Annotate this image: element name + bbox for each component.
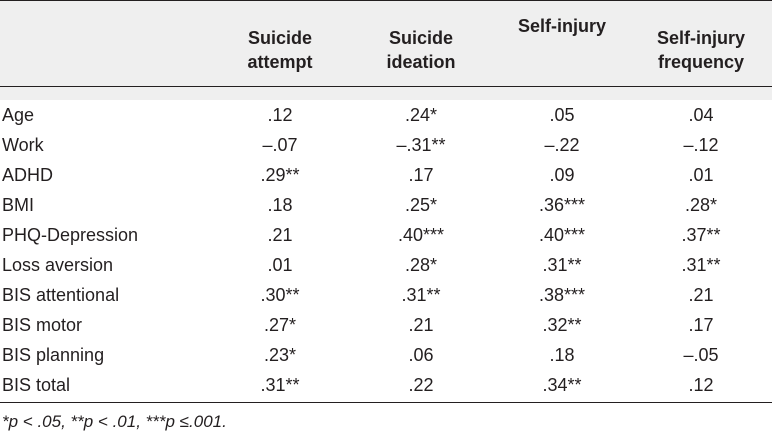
bottom-rule	[0, 402, 772, 403]
table-cell: .04	[688, 104, 714, 125]
table-cell: .21	[408, 314, 434, 335]
table-row: BIS motor .27* .21 .32** .17	[0, 310, 772, 340]
table-cell: .31**	[542, 254, 582, 275]
table-row: Work –.07 –.31** –.22 –.12	[0, 130, 772, 160]
table-cell: .12	[267, 104, 293, 125]
column-header-suicide-attempt: Suicide attempt	[212, 0, 348, 100]
top-rule	[0, 0, 772, 1]
table-cell: .18	[267, 194, 293, 215]
table-cell: .38***	[538, 284, 586, 305]
row-label: BIS motor	[2, 314, 83, 335]
table-cell: .23*	[263, 344, 297, 365]
row-label: BIS total	[2, 374, 71, 395]
table-row: BIS attentional .30** .31** .38*** .21	[0, 280, 772, 310]
row-label: Loss aversion	[2, 254, 114, 275]
row-label: Work	[2, 134, 44, 155]
table-row: BIS total .31** .22 .34** .12	[0, 370, 772, 400]
table-cell: .36***	[538, 194, 586, 215]
table-cell: –.05	[683, 344, 719, 365]
row-label: BIS attentional	[2, 284, 120, 305]
table-row: Loss aversion .01 .28* .31** .31**	[0, 250, 772, 280]
header-rule	[0, 86, 772, 87]
row-label: BMI	[2, 194, 35, 215]
table-cell: .32**	[542, 314, 582, 335]
table-cell: .34**	[542, 374, 582, 395]
table-cell: .31**	[401, 284, 441, 305]
table-cell: .17	[408, 164, 434, 185]
row-label: BIS planning	[2, 344, 105, 365]
table-cell: .06	[408, 344, 434, 365]
table-row: BIS planning .23* .06 .18 –.05	[0, 340, 772, 370]
row-label: Age	[2, 104, 35, 125]
header-blank-cell	[0, 0, 212, 100]
table-row: PHQ-Depression .21 .40*** .40*** .37**	[0, 220, 772, 250]
table-cell: .17	[688, 314, 714, 335]
column-header-line2: ideation	[386, 52, 456, 72]
row-label: ADHD	[2, 164, 54, 185]
table-cell: .30**	[260, 284, 300, 305]
column-header-line1: Suicide	[247, 28, 313, 48]
table-cell: .25*	[404, 194, 438, 215]
table-cell: .18	[549, 344, 575, 365]
table-row: ADHD .29** .17 .09 .01	[0, 160, 772, 190]
column-header-line1: Self-injury	[656, 28, 745, 48]
column-header-suicide-ideation: Suicide ideation	[348, 0, 494, 100]
column-header-line1: Suicide	[388, 28, 454, 48]
significance-footnote: *p < .05, **p < .01, ***p ≤.001.	[2, 412, 227, 431]
table-cell: .31**	[260, 374, 300, 395]
column-header-self-injury-frequency: Self-injury frequency	[630, 0, 772, 100]
table-cell: .05	[549, 104, 575, 125]
table-cell: –.22	[544, 134, 580, 155]
table-cell: –.07	[262, 134, 298, 155]
table-cell: .40***	[397, 224, 445, 245]
table-cell: .12	[688, 374, 714, 395]
table-cell: .22	[408, 374, 434, 395]
table-cell: .01	[688, 164, 714, 185]
table-cell: .21	[688, 284, 714, 305]
correlation-table: Suicide attempt Suicide ideation Self-in…	[0, 0, 772, 400]
column-header-self-injury: Self-injury	[494, 0, 630, 100]
table-cell: –.12	[683, 134, 719, 155]
table-cell: .27*	[263, 314, 297, 335]
table-cell: .24*	[404, 104, 438, 125]
table-cell: .01	[267, 254, 293, 275]
table-row: Age .12 .24* .05 .04	[0, 100, 772, 130]
table-cell: .28*	[404, 254, 438, 275]
table-cell: .31**	[681, 254, 721, 275]
table-cell: .40***	[538, 224, 586, 245]
column-header-line2: attempt	[247, 52, 313, 72]
table-cell: .29**	[260, 164, 300, 185]
table-cell: .21	[267, 224, 293, 245]
table-row: BMI .18 .25* .36*** .28*	[0, 190, 772, 220]
column-header-line2: frequency	[657, 52, 745, 72]
table-cell: –.31**	[396, 134, 446, 155]
table-body: Age .12 .24* .05 .04 Work –.07 –.31** –.22 –.12 AD…	[0, 100, 772, 400]
row-label: PHQ-Depression	[2, 224, 139, 245]
header-row: Suicide attempt Suicide ideation Self-in…	[0, 0, 772, 100]
column-header-line1: Self-injury	[517, 16, 606, 36]
table-cell: .28*	[684, 194, 718, 215]
table-cell: .09	[549, 164, 575, 185]
table-cell: .37**	[681, 224, 721, 245]
